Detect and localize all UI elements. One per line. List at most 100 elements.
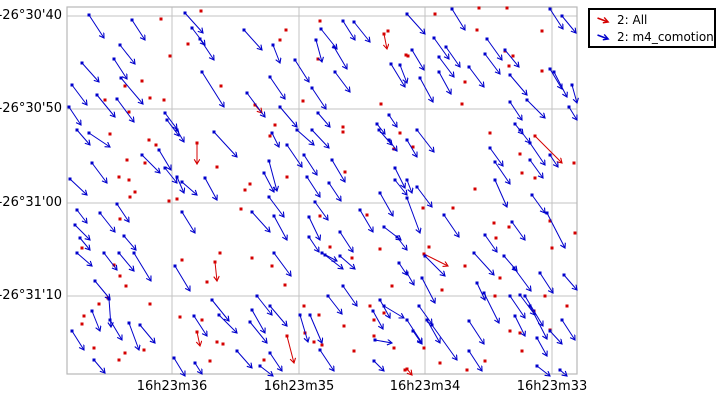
pm-vector [158,149,171,170]
pm-vector [524,295,543,326]
source-marker [535,336,539,340]
series-layer-all [80,6,577,376]
source-marker [255,294,259,298]
source-marker [268,304,272,308]
source-marker [90,309,94,313]
source-marker [239,207,243,211]
source-marker [328,245,332,249]
pm-vector [438,71,451,94]
pm-vector [549,330,562,344]
pm-vector [211,299,229,321]
source-marker [427,245,431,249]
source-marker [319,27,323,31]
source-marker [382,32,386,36]
source-marker [511,54,515,58]
pm-vector [93,359,105,373]
source-marker [560,14,564,18]
source-marker [268,351,272,355]
source-marker [67,105,71,109]
pm-vector [286,335,294,363]
pm-vector [88,14,104,38]
source-marker [467,65,471,69]
y-tick-label: -26°31'10 [0,288,62,303]
pm-vector [256,295,272,315]
source-marker [250,308,254,312]
pm-vector [306,176,320,197]
source-marker [520,349,524,353]
source-marker [173,264,177,268]
source-marker [285,143,289,147]
source-marker [163,166,167,170]
source-marker [422,252,426,256]
pm-vector [103,252,117,270]
source-marker [190,26,194,30]
source-marker [262,171,266,175]
source-marker [343,170,347,174]
pm-vector [139,324,155,343]
source-marker [483,359,487,363]
pm-vector [406,197,420,233]
pm-vector [308,236,319,252]
source-marker [411,329,415,333]
pm-vector [529,305,547,339]
source-marker [382,304,386,308]
source-marker [295,128,299,132]
x-tick-label: 16h23m34 [389,379,461,394]
source-marker [418,76,422,80]
source-marker [386,29,390,33]
pm-vector [331,159,345,182]
pm-vector [339,255,355,269]
source-marker [148,302,152,306]
pm-vector [269,305,287,326]
pm-vector [424,255,445,276]
pm-vector [308,216,320,240]
source-marker [523,294,527,298]
pm-vector [194,362,202,374]
source-marker [525,98,529,102]
source-marker [508,73,512,77]
source-marker [75,208,79,212]
source-marker [565,304,569,308]
pm-vector [489,147,503,166]
source-marker [421,206,425,210]
pm-vector [314,201,328,220]
pm-vector [431,324,457,360]
source-marker [87,131,91,135]
pm-vector [509,74,527,95]
source-marker [175,197,179,201]
source-marker [488,131,492,135]
pm-vector [327,295,342,314]
source-marker [78,236,82,240]
pm-vector [279,106,297,127]
source-marker [235,349,239,353]
pm-vector [268,196,284,217]
source-marker [405,138,409,142]
pm-vector [468,320,484,344]
pm-vector [141,154,160,173]
source-marker [518,293,522,297]
pm-vector [273,252,291,276]
source-marker [405,367,409,371]
source-marker [341,19,345,23]
pm-vector [504,49,519,67]
pm-vector [514,315,525,336]
y-tick-label: -26°31'00 [0,195,62,210]
pm-vector [438,56,454,77]
source-marker [538,271,542,275]
source-marker [326,294,330,298]
pm-vector [534,135,562,163]
pm-vector [549,68,562,89]
source-marker [560,318,564,322]
pm-vector [423,253,448,266]
source-marker [320,343,324,347]
pm-vector [272,44,280,63]
source-marker [368,304,372,308]
source-marker [117,251,121,255]
source-marker [422,346,426,350]
pm-vector [379,299,390,318]
series-layer-m4-comotion [67,7,578,377]
source-marker [477,6,481,10]
source-marker [199,9,203,13]
x-tick-label: 16h23m35 [263,379,335,394]
